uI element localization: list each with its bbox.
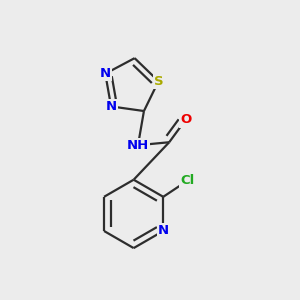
Text: NH: NH	[127, 139, 149, 152]
Text: N: N	[158, 224, 169, 238]
Text: O: O	[180, 113, 191, 126]
Text: N: N	[100, 67, 111, 80]
Text: N: N	[106, 100, 117, 113]
Text: S: S	[154, 75, 163, 88]
Text: Cl: Cl	[181, 174, 195, 187]
